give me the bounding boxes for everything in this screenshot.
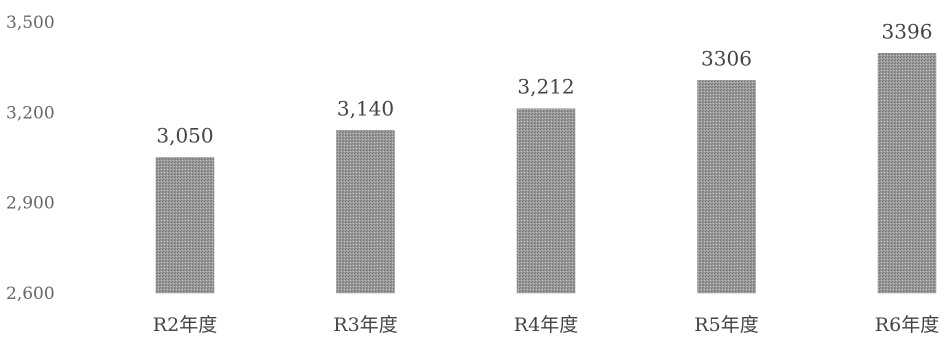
y-tick-label: 3,500	[6, 13, 55, 33]
x-tick-label: R6年度	[875, 314, 939, 336]
x-tick-label: R3年度	[333, 314, 397, 336]
data-label: 3,050	[156, 124, 213, 148]
bars	[155, 53, 937, 294]
y-tick-label: 2,900	[6, 194, 55, 214]
y-tick-label: 2,600	[6, 284, 55, 304]
data-label: 3,212	[517, 75, 574, 99]
bar	[516, 108, 576, 294]
x-tick-label: R2年度	[153, 314, 217, 336]
bar	[155, 157, 215, 294]
data-label: 3,140	[337, 96, 394, 120]
bar	[877, 53, 937, 294]
bar	[697, 80, 756, 294]
y-axis: 3,500 3,200 2,900 2,600	[6, 13, 55, 304]
x-tick-label: R4年度	[514, 314, 578, 336]
bar	[336, 130, 395, 294]
data-label: 3396	[882, 19, 933, 43]
data-labels: 3,050 3,140 3,212 3306 3396	[156, 19, 932, 147]
y-tick-label: 3,200	[6, 103, 55, 123]
data-label: 3306	[701, 46, 752, 70]
x-tick-label: R5年度	[694, 314, 758, 336]
x-axis: R2年度 R3年度 R4年度 R5年度 R6年度	[153, 314, 939, 336]
